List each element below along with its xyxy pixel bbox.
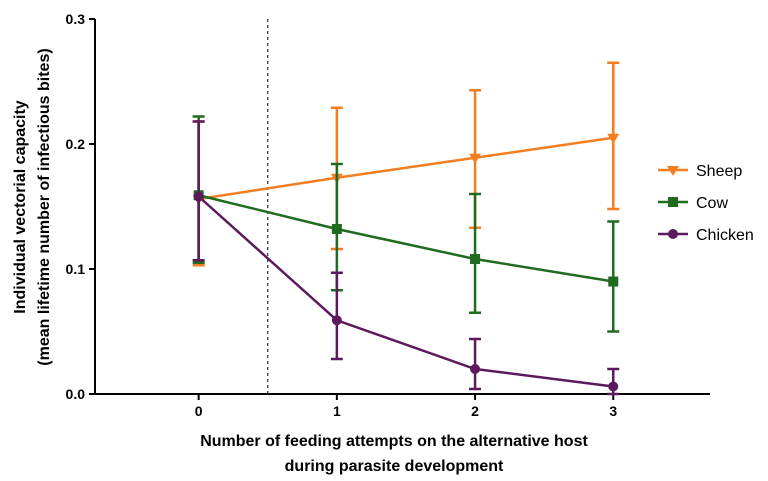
x-axis-title-line-1: Number of feeding attempts on the altern… [200, 433, 588, 450]
data-point [470, 364, 481, 374]
series-sheep [192, 61, 620, 267]
legend-item: Sheep [658, 163, 742, 180]
legend-label: Sheep [696, 163, 742, 180]
series-line [197, 195, 614, 388]
data-point [608, 276, 619, 287]
series-line [198, 136, 614, 201]
y-tick-label: 0.1 [66, 261, 86, 277]
data-point [331, 224, 342, 234]
series-chicken [192, 120, 620, 396]
x-tick-label: 1 [333, 403, 341, 419]
y-axis-title-line-2: (mean lifetime number of infectious bite… [36, 48, 53, 365]
legend-marker [668, 197, 678, 207]
plot-area [192, 61, 620, 396]
x-tick-label: 0 [195, 403, 203, 419]
data-point [608, 381, 619, 392]
data-point [470, 254, 481, 264]
data-point [193, 191, 204, 202]
legend-marker [667, 166, 679, 176]
legend-label: Chicken [696, 227, 754, 244]
legend: Sheep Cow Chicken [658, 163, 754, 244]
series-cow [192, 115, 620, 333]
y-tick-label: 0.0 [66, 386, 86, 402]
data-point [331, 315, 342, 326]
series-line [198, 194, 614, 283]
x-axis-title-line-2: during parasite development [285, 458, 504, 475]
data-point [607, 133, 620, 144]
y-axis-title-line-1: Individual vectorial capacity [12, 100, 29, 314]
x-tick-label: 3 [609, 403, 617, 419]
x-tick-label: 2 [471, 403, 479, 419]
y-tick-label: 0.3 [66, 11, 86, 27]
data-point [469, 153, 482, 164]
legend-item: Cow [658, 195, 728, 212]
legend-marker [668, 229, 678, 239]
legend-label: Cow [696, 195, 728, 212]
legend-item: Chicken [658, 227, 754, 244]
axis-titles: Number of feeding attempts on the altern… [12, 48, 588, 475]
y-tick-label: 0.2 [66, 136, 86, 152]
